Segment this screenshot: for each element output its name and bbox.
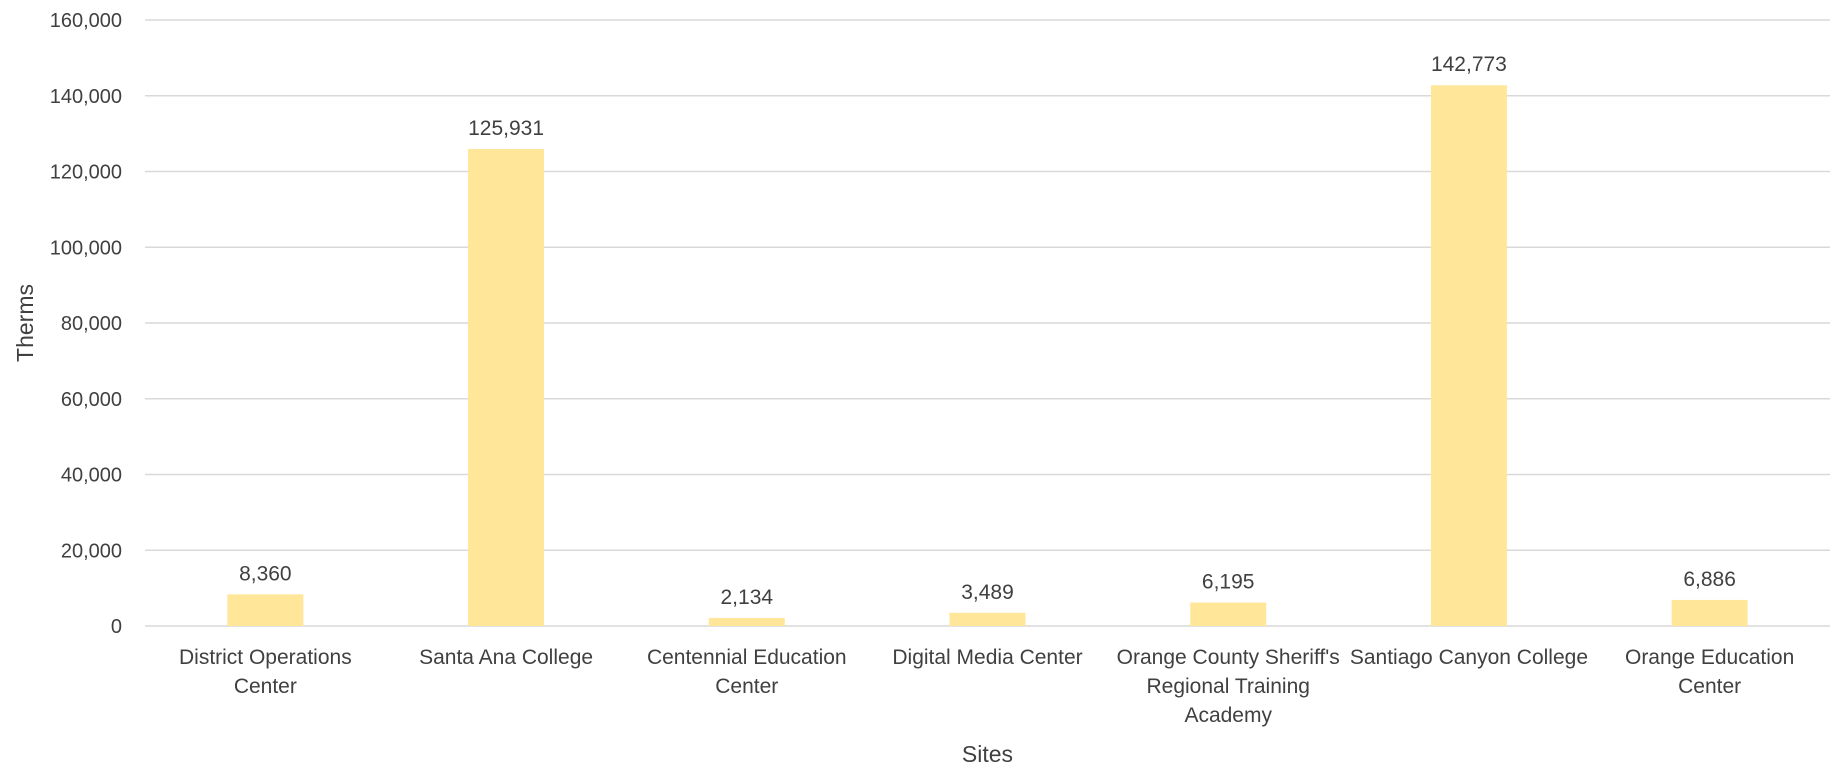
x-category-label: Santa Ana College [419, 646, 593, 669]
bar [949, 612, 1026, 626]
x-category-label-line: Centennial Education [647, 646, 847, 669]
x-category-label-line: Center [1678, 675, 1741, 698]
y-tick-label: 140,000 [50, 86, 122, 108]
x-category-label-line: Academy [1184, 704, 1272, 727]
x-category-label: District Operations Center [179, 646, 352, 698]
bar [1190, 602, 1267, 626]
x-category-label-line: Digital Media Center [892, 646, 1082, 669]
y-tick-label: 100,000 [50, 237, 122, 259]
y-tick-label: 60,000 [61, 389, 122, 411]
x-category-label: Orange County Sheriff's Regional Training… [1117, 646, 1340, 727]
y-tick-label: 40,000 [61, 465, 122, 487]
x-category-label-line: Regional Training [1146, 675, 1309, 698]
x-category-label-line: Center [715, 675, 778, 698]
data-label: 6,886 [1683, 568, 1736, 591]
y-axis-title: Therms [12, 284, 38, 362]
data-labels: 8,360 125,931 2,134 3,489 6,195 142,773 6,886 [239, 53, 1736, 609]
bar [708, 617, 785, 626]
x-category-label-line: Santiago Canyon College [1350, 646, 1588, 669]
x-axis-categories: District Operations Center Santa Ana Colle… [179, 646, 1794, 727]
x-axis-title: Sites [962, 741, 1013, 767]
y-tick-label: 20,000 [61, 540, 122, 562]
x-category-label-line: Orange County Sheriff's [1117, 646, 1340, 669]
bars [227, 85, 1748, 627]
x-category-label: Centennial Education Center [647, 646, 847, 698]
y-tick-label: 120,000 [50, 162, 122, 184]
x-category-label: Digital Media Center [892, 646, 1082, 669]
x-category-label-line: Center [234, 675, 297, 698]
data-label: 8,360 [239, 562, 292, 585]
bar [1671, 599, 1748, 626]
y-tick-label: 80,000 [61, 313, 122, 335]
x-category-label-line: Santa Ana College [419, 646, 593, 669]
y-tick-label: 0 [111, 616, 122, 638]
bar [468, 149, 545, 627]
data-label: 125,931 [468, 117, 544, 140]
x-category-label-line: District Operations [179, 646, 352, 669]
bar [227, 594, 304, 626]
x-category-label: Orange Education Center [1625, 646, 1794, 698]
y-axis-ticks: 0 20,000 40,000 60,000 80,000 100,000 120,000 1… [50, 10, 122, 638]
gridlines [145, 19, 1830, 627]
x-category-label-line: Orange Education [1625, 646, 1794, 669]
x-category-label: Santiago Canyon College [1350, 646, 1588, 669]
y-tick-label: 160,000 [50, 10, 122, 32]
data-label: 3,489 [961, 581, 1014, 604]
bar [1430, 85, 1507, 627]
data-label: 142,773 [1431, 53, 1507, 76]
data-label: 6,195 [1202, 571, 1255, 594]
data-label: 2,134 [721, 586, 774, 609]
